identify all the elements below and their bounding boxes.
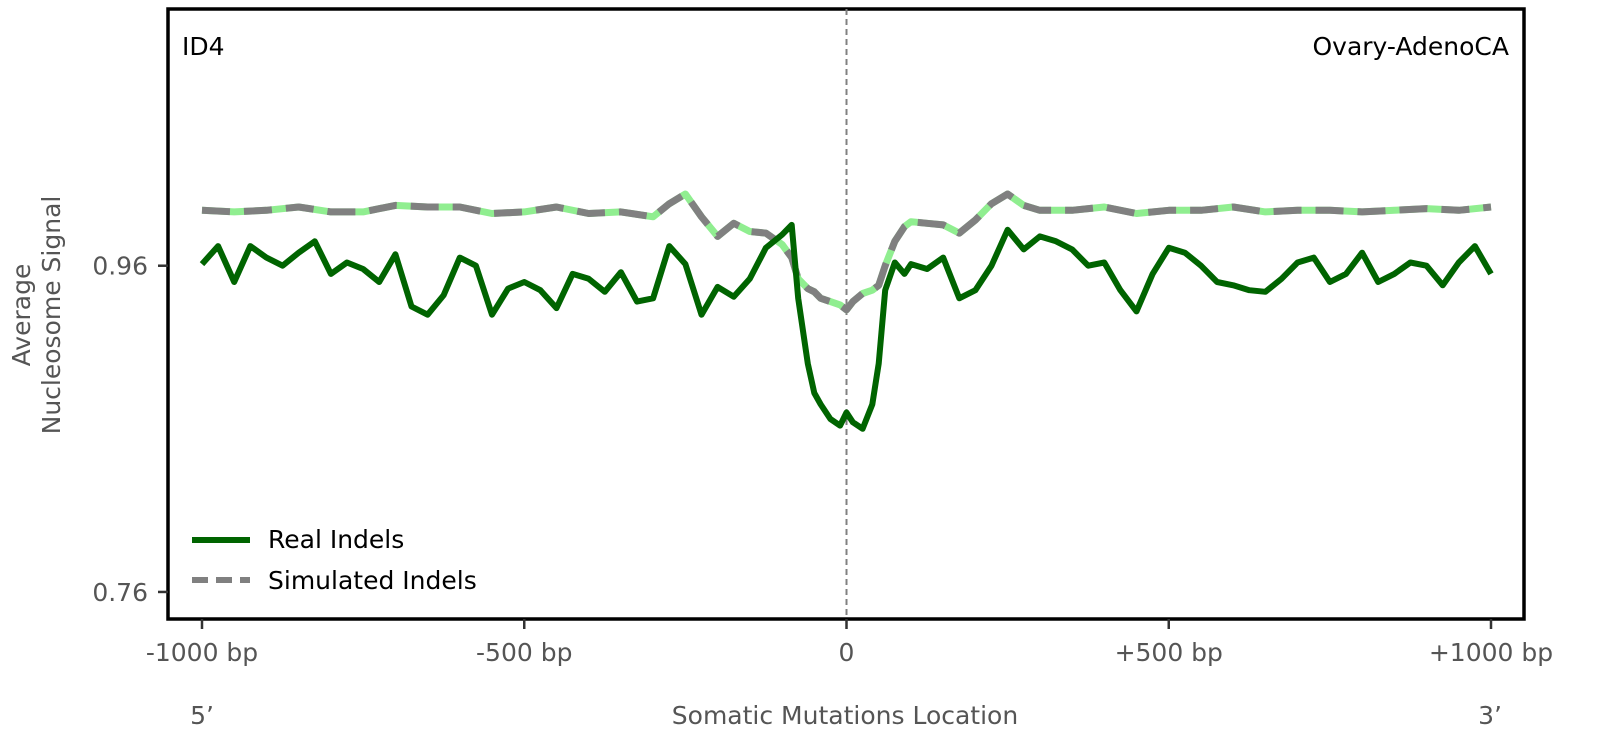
x-axis-title: Somatic Mutations Location	[672, 701, 1018, 730]
x-tick-label: -500 bp	[476, 638, 572, 667]
x-tick-label: +500 bp	[1115, 638, 1223, 667]
five-prime-label: 5’	[190, 701, 214, 730]
y-axis-title-line2: Nucleosome Signal	[37, 196, 66, 435]
legend-real-indels-label: Real Indels	[268, 525, 404, 554]
x-tick-label: 0	[839, 638, 855, 667]
y-axis-title-line1: Average	[7, 264, 36, 367]
real-indels-line	[199, 221, 1494, 432]
panel-label: ID4	[182, 32, 225, 61]
x-tick-label: +1000 bp	[1429, 638, 1553, 667]
simulated-indels-line	[201, 190, 1492, 314]
y-tick-label: 0.96	[92, 252, 148, 281]
y-tick-label: 0.76	[92, 578, 148, 607]
legend-simulated-indels-label: Simulated Indels	[268, 566, 477, 595]
legend: Real Indels Simulated Indels	[192, 525, 477, 595]
x-tick-label: -1000 bp	[146, 638, 258, 667]
three-prime-label: 3’	[1478, 701, 1502, 730]
cancer-type-label: Ovary-AdenoCA	[1312, 32, 1509, 61]
